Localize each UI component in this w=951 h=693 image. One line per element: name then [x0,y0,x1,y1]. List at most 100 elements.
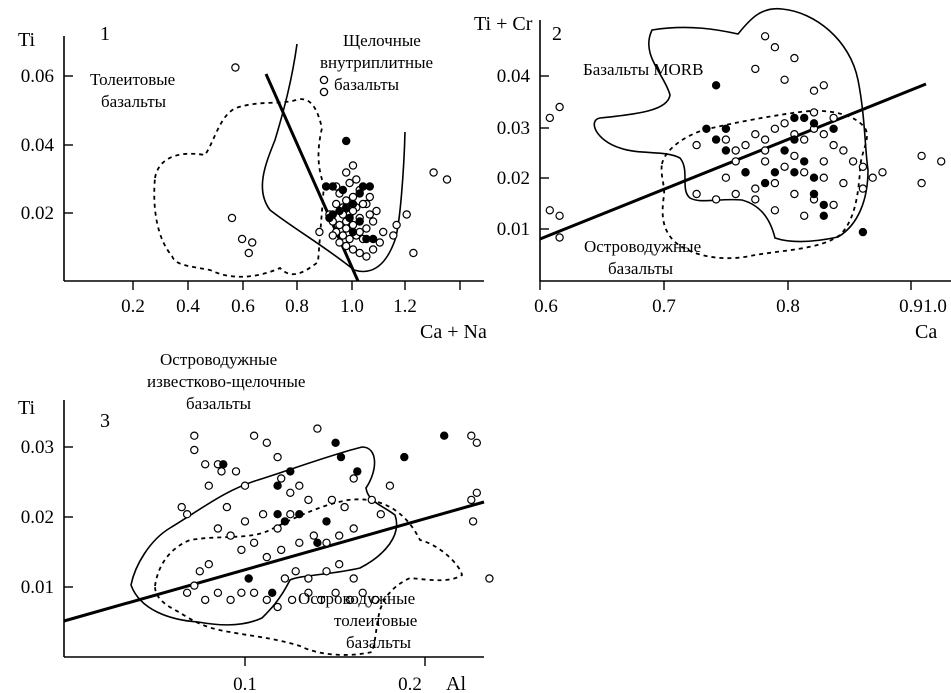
panel-2-open-point [937,157,946,166]
panel-3-open-point [190,581,199,590]
panel-2-open-point [839,146,848,155]
panel-1-filled-point [342,203,351,212]
panel-3-open-point [286,488,295,497]
panel-3-number: 3 [100,410,110,432]
panel-1-filled-point [348,227,358,237]
panel-2-open-point [878,168,887,177]
panel-2-y-tick-label: 0.04 [497,66,531,87]
panel-1-discrimination-line [264,73,360,282]
panel-1-open-point [402,210,411,219]
panel-1-open-point [345,178,354,188]
panel-3-annotation-line: известково-щелочные [147,372,305,391]
panel-3-open-point [340,502,349,512]
panel-3-open-point [349,524,358,533]
panel-1-annotation-line: базальты [334,75,400,94]
panel-3-open-point [258,510,268,519]
panel-3-open-point [249,431,259,440]
panel-2-filled-point [770,168,780,177]
panel-2-x-tick-label: 0.7 [652,296,676,317]
panel-3-open-point [273,524,282,533]
panel-3-open-point [468,517,478,526]
panel-2-filled-point [711,81,721,90]
panel-3-open-point [295,538,304,548]
panel-1-filled-point [358,182,368,191]
panel-3-filled-point [336,452,346,462]
panel-2-open-point [760,32,770,41]
panel-2-filled-point [721,124,731,134]
panel-2-filled-point [702,124,711,134]
panel-2-filled-point [780,146,789,155]
panel-2-annotation-line: Островодужные [584,237,701,256]
panel-2-open-point [731,189,740,199]
panel-2-open-point [760,146,770,155]
panel-2-open-point [917,178,926,188]
panel-2-open-point [780,75,789,85]
panel-1-filled-point [325,213,334,223]
panel-1-open-point [358,199,368,209]
panel-3-y-label: Ti [18,397,36,419]
panel-3-open-point [304,574,313,583]
panel-3-open-point [200,595,210,605]
panel-1-open-point [365,192,374,202]
panel-3-open-point [335,560,344,569]
panel-3-filled-point [440,431,449,440]
panel-3-open-point [273,602,282,612]
panel-3-filled-point [244,574,253,583]
panel-3-open-point [195,567,204,576]
panel-1-y-tick-label: 0.04 [21,135,55,156]
panel-1-open-point [348,245,358,254]
panel-1-x-tick-label: 0.6 [231,296,255,317]
panel-2-filled-point [741,168,750,177]
panel-1-open-point [389,231,398,240]
panel-3-open-point [277,474,286,483]
panel-2-open-point [839,178,848,188]
panel-3-open-point [222,502,232,512]
panel-1-open-point [237,234,247,244]
panel-1-y-tick-label: 0.06 [21,66,54,87]
panel-2-open-point [741,140,750,150]
panel-1-filled-point [342,136,351,146]
panel-1-x-tick-label: 1.2 [393,296,417,317]
panel-3-open-point [213,588,223,598]
panel-1-y-label: Ti [18,29,36,51]
panel-1-open-point [335,220,344,230]
panel-1-open-point [362,252,371,261]
panel-2-filled-point [800,157,809,166]
panel-3-filled-point [331,438,340,447]
panel-3-annotation-line: Островодужные [298,589,415,608]
panel-3-open-point [231,467,241,476]
panel-3-open-point [226,531,235,540]
panel-3-open-point [200,460,210,469]
panel-1-open-point [342,168,351,177]
panel-3-trend-line [63,500,485,623]
panel-2-open-point [819,157,829,166]
panel-2-open-point [858,162,868,171]
panel-2-y-label: Ti + Cr [474,13,533,35]
panel-1-annotation-line: Толеитовые [90,70,175,89]
panel-3-open-point [217,467,226,476]
panel-1-open-point [352,175,361,184]
panel-2-annotation-line: базальты [608,259,674,278]
panel-2-open-point [751,195,760,204]
panel-2-open-point [760,135,770,144]
panel-1-filled-point [362,234,371,244]
panel-3-open-point [295,481,304,490]
panel-1-filled-point [355,189,364,198]
panel-3-open-point [204,560,213,569]
panel-3-y-tick-label: 0.02 [21,507,54,528]
panel-3-open-point [349,474,358,483]
panel-2-open-point [790,151,799,161]
panel-1-filled-point [348,199,358,209]
panel-3-open-point [472,488,481,497]
panel-3-annotation-line: базальты [346,633,412,652]
panel-3-filled-point [268,588,277,598]
panel-2-filled-point [760,178,770,188]
panel-3-open-point [371,595,380,605]
panel-3-y-ticks: 0.03 0.02 0.01 [21,437,73,598]
panel-2-open-point [555,211,564,220]
panel-2-open-point [751,64,760,74]
panel-1-x-tick-label: 0.2 [121,296,145,317]
panel-3-open-point [472,438,481,447]
panel-3-open-point [226,595,235,605]
panel-2-open-point [555,233,564,242]
